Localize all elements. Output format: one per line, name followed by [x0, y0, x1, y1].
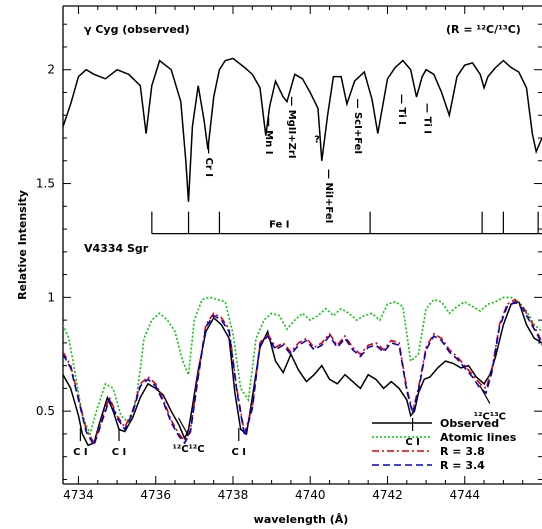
- line-identifications: Fe I — Cr I — Mn I — MgII+ZrI — NiI+FeI — ScI…: [73, 94, 542, 458]
- c-line-label: C I: [231, 447, 246, 458]
- axis-tick-labels: 4734 4736 4738 4740 4742 4744 0.5 1 1.5 2: [36, 63, 480, 502]
- isotope-marker: [178, 417, 190, 437]
- series-line-2: [63, 296, 542, 437]
- series-line-4: [63, 300, 542, 448]
- line-id-label: — MgII+ZrI: [286, 96, 297, 158]
- top-panel-title: γ Cyg (observed): [84, 23, 190, 36]
- isotope-label: ¹²C¹³C: [474, 412, 506, 423]
- legend-label-r38: R = 3.8: [440, 445, 485, 458]
- legend-label-atomic: Atomic lines: [440, 431, 517, 444]
- plot-frame: [62, 5, 542, 485]
- fe-bracket-label: Fe I: [269, 220, 289, 231]
- series-line-3: [63, 298, 542, 445]
- x-tick-label: 4742: [372, 488, 403, 502]
- x-tick-label: 4740: [295, 488, 326, 502]
- y-tick-label: 1.5: [36, 177, 55, 191]
- y-tick-label: 1: [47, 290, 55, 304]
- line-id-label: — ScI+FeI: [352, 98, 363, 154]
- axis-ticks: [63, 6, 542, 484]
- y-axis-label: Relative Intensity: [16, 190, 29, 300]
- legend-label-r34: R = 3.4: [440, 459, 485, 472]
- x-tick-label: 4744: [449, 488, 480, 502]
- y-tick-label: 2: [47, 63, 55, 77]
- bottom-panel-title: V4334 Sgr: [84, 242, 149, 255]
- isotope-marker: [479, 385, 491, 404]
- series-line-1: [63, 300, 542, 447]
- x-axis-label: wavelength (Å): [254, 513, 349, 526]
- y-tick-label: 0.5: [36, 404, 55, 418]
- legend: Observed Atomic lines R = 3.8 R = 3.4: [372, 417, 517, 472]
- line-id-label: — Mn I: [263, 117, 274, 155]
- c-line-label: C I: [405, 437, 420, 448]
- series-line-0: [63, 57, 542, 202]
- c-line-label: C I: [112, 447, 127, 458]
- c-line-label: C I: [73, 447, 88, 458]
- top-panel-ratio-note: (R = ¹²C/¹³C): [446, 23, 521, 36]
- line-id-label: — NiI+FeI: [323, 169, 334, 223]
- line-id-label: — Ti I: [396, 94, 407, 125]
- x-tick-label: 4736: [140, 488, 171, 502]
- x-tick-label: 4738: [218, 488, 249, 502]
- line-id-label: — Ti I: [421, 103, 432, 134]
- series-curves: [63, 57, 542, 448]
- line-id-question: ?: [314, 135, 320, 146]
- x-tick-label: 4734: [63, 488, 94, 502]
- isotope-label: ¹²C¹²C: [172, 444, 204, 455]
- line-id-label: — Cr I: [203, 144, 214, 177]
- legend-label-observed: Observed: [440, 417, 499, 430]
